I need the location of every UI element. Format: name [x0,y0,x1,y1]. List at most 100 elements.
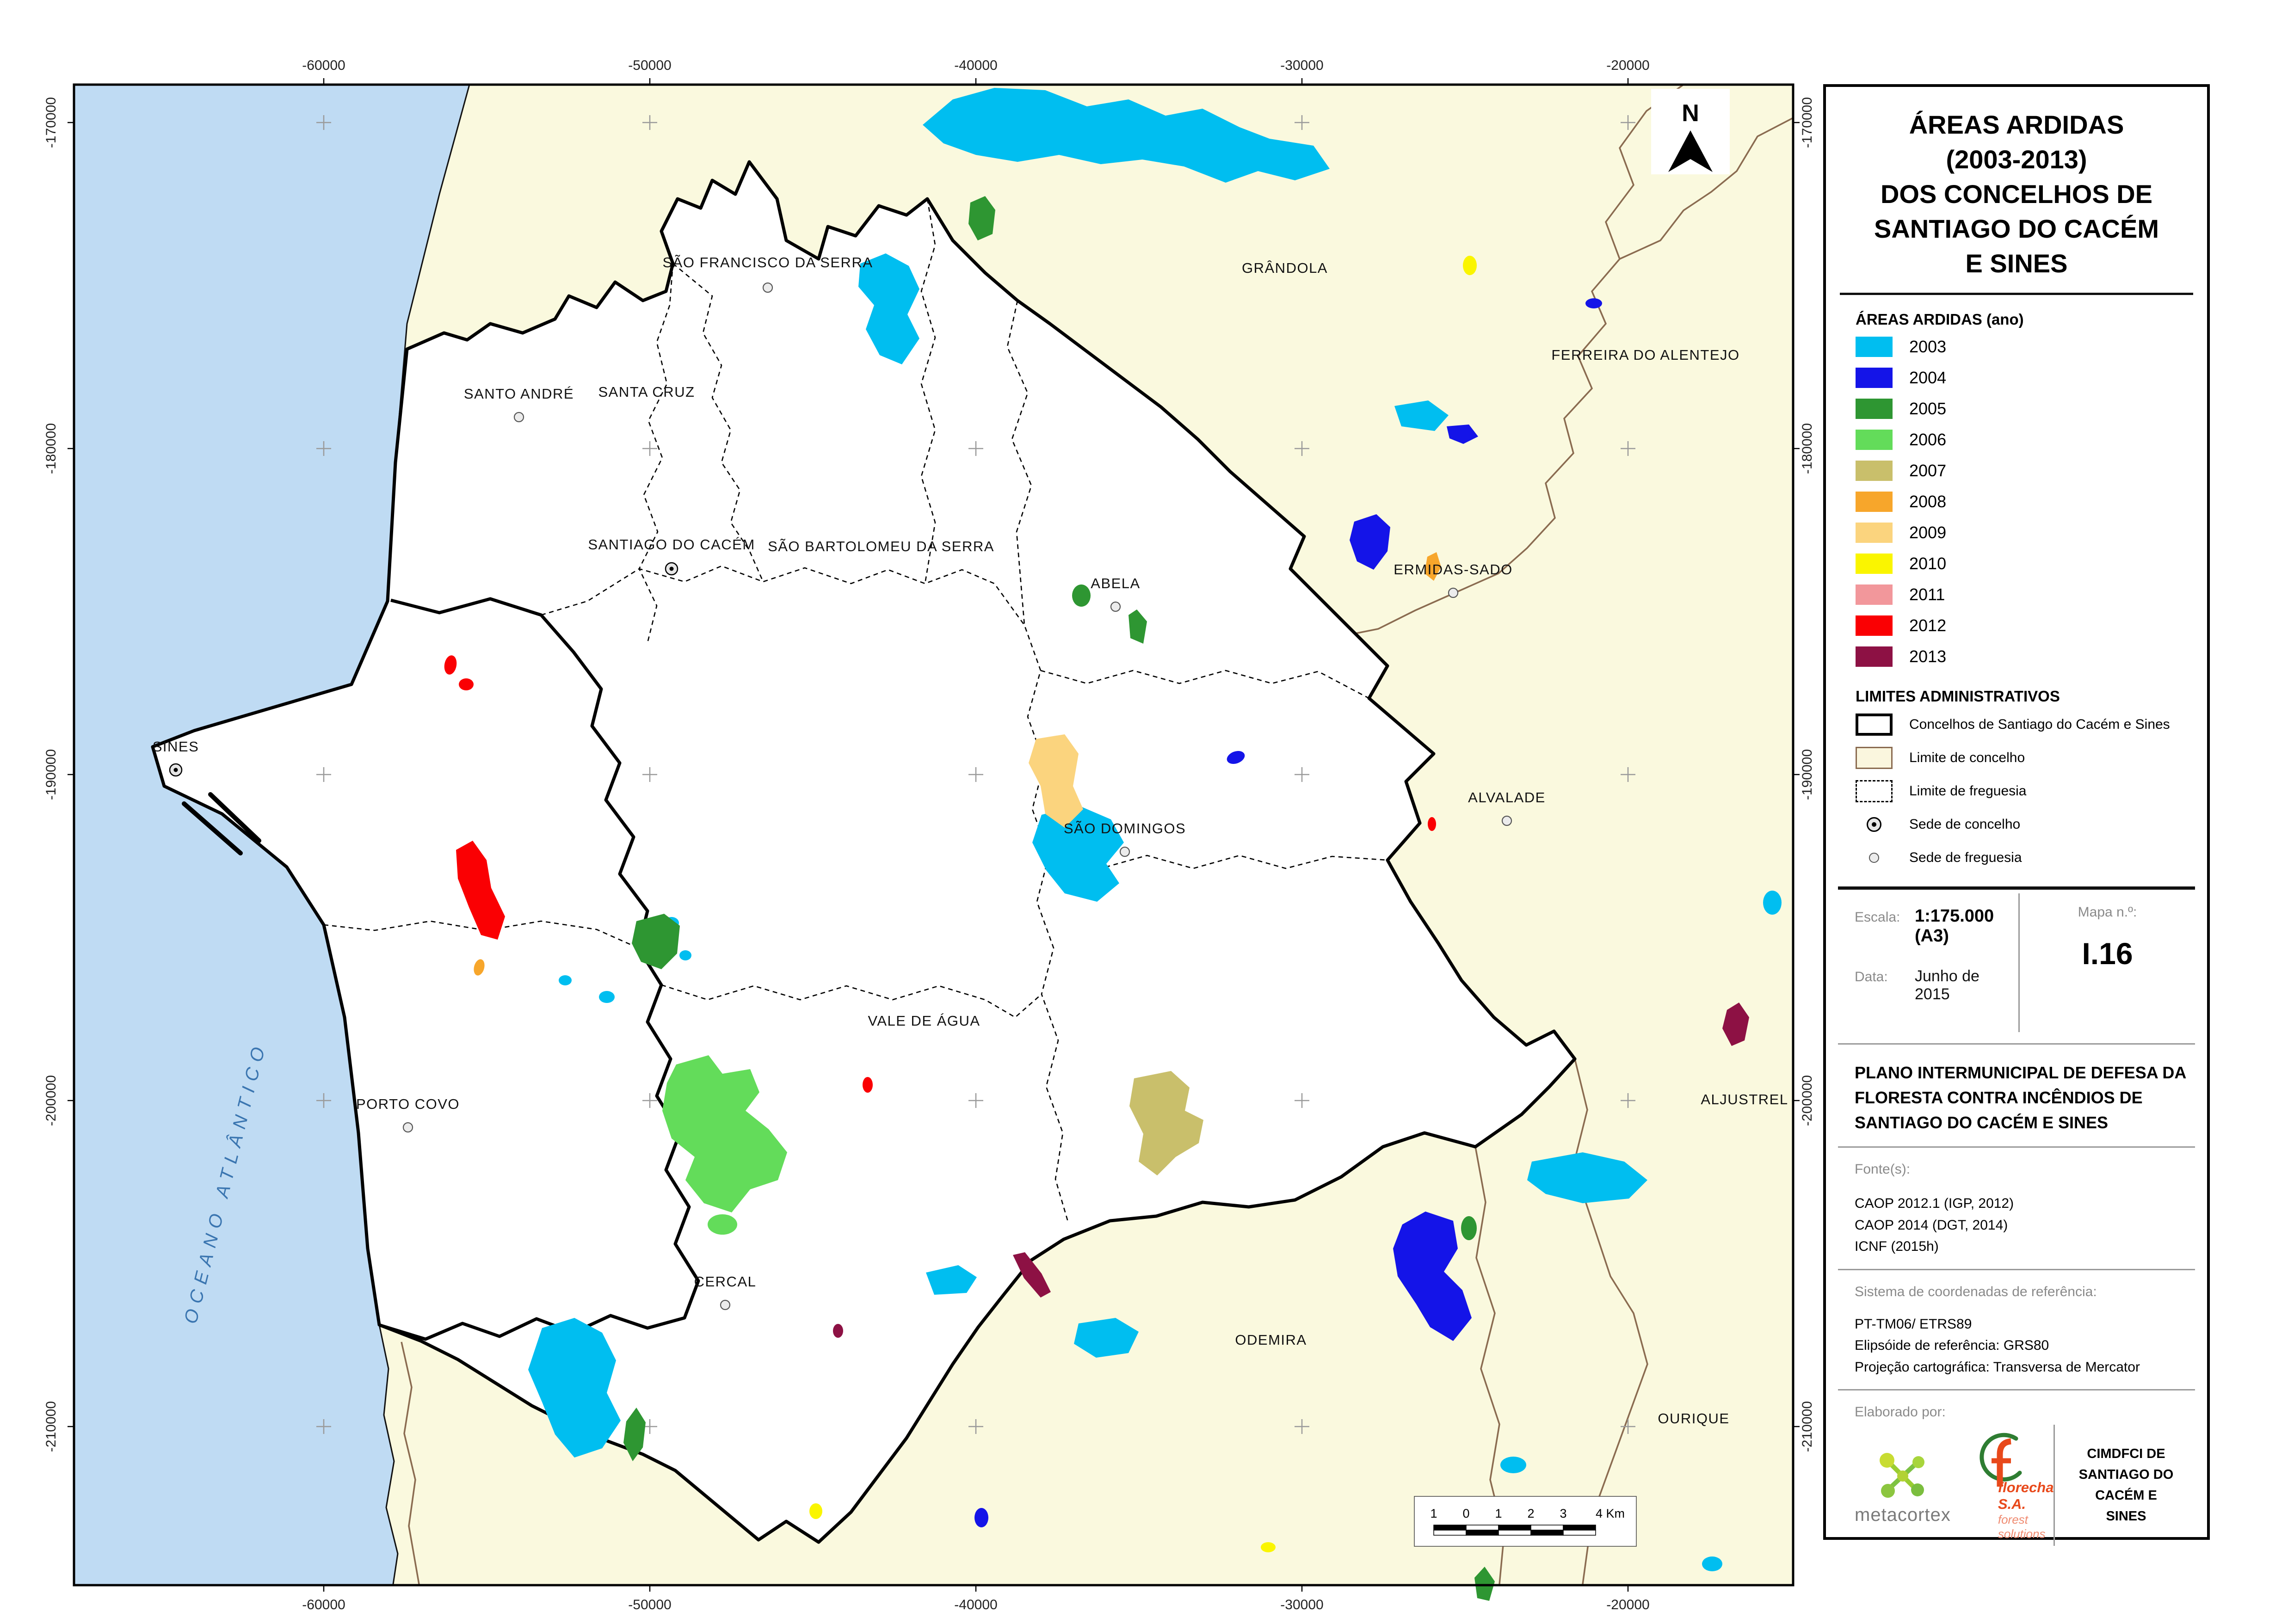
axis-label-top: -60000 [302,58,345,73]
burned-area-2012 [444,655,457,675]
burned-area-2010 [1261,1542,1276,1552]
escala-label: Escala: [1855,910,1900,925]
legend-year-label: 2012 [1909,615,1947,635]
limite-freguesia-line [661,984,1042,1018]
burned-area-2012 [456,841,505,940]
metacortex-logo: metacortex [1855,1448,1951,1526]
axis-label-top: -30000 [1280,58,1323,73]
burned-area-2010 [1463,256,1477,275]
north-arrow-icon [1668,130,1713,172]
axis-label-bottom: -20000 [1606,1597,1649,1612]
sedeconcelho-swatch [1856,813,1893,836]
grid-cross [316,441,331,456]
sede-freguesia-marker [513,412,524,423]
axis-label-bottom: -30000 [1280,1597,1323,1612]
legend-limite-label: Limite de concelho [1909,750,2025,766]
burned-area-2008 [474,959,485,976]
legend-year-label: 2010 [1909,554,1947,573]
burned-area-2006 [662,1055,787,1212]
map-place-label: GRÂNDOLA [1242,260,1328,276]
legend-year-swatch [1856,584,1893,605]
legend-year-row: 2003 [1856,331,2207,362]
grid-cross [642,441,657,456]
burned-area-2010 [809,1503,822,1519]
burned-area-2003 [923,88,1330,183]
sede-freguesia-marker [402,1122,413,1133]
sines-jetty [182,801,243,855]
legend-year-label: 2009 [1909,523,1947,542]
title-divider [1840,293,2193,295]
map-place-label: PORTO COVO [356,1096,460,1112]
burned-area-2003 [1702,1556,1722,1571]
burned-area-2005 [1474,1567,1495,1601]
legend-year-swatch [1856,646,1893,667]
legend-limite-label: Limite de freguesia [1909,783,2027,799]
map-place-label: FERREIRA DO ALENTEJO [1551,347,1739,363]
axis-label-bottom: -50000 [628,1597,671,1612]
limite-freguesia-line [323,920,639,949]
grid-cross [968,767,983,782]
legend-year-row: 2008 [1856,486,2207,517]
data-value: Junho de 2015 [1915,967,1980,1003]
limite-concelho-line [1572,1058,1648,1585]
legend-year-row: 2009 [1856,517,2207,548]
map-place-label: SÃO BARTOLOMEU DA SERRA [768,538,994,554]
legend-year-label: 2007 [1909,461,1947,480]
coord-system-label: Sistema de coordenadas de referência: [1855,1284,2097,1299]
legend-limite-row: Limite de concelho [1856,741,2207,775]
cimdfci-line: CIMDFCI DE [2087,1446,2165,1462]
burned-area-2013 [1722,1003,1749,1046]
map-title-line: (2003-2013) [1946,145,2087,174]
legend-year-label: 2013 [1909,646,1947,666]
burned-area-2012 [459,678,474,690]
scalebar-segment [1563,1525,1596,1531]
florecha-logo: florecha S.A. forest solutions [1972,1432,2054,1541]
map-place-label: SÃO FRANCISCO DA SERRA [662,254,873,271]
axis-label-top: -40000 [954,58,997,73]
legend-year-row: 2006 [1856,424,2207,455]
burned-area-2006 [708,1214,737,1235]
grid-cross [316,767,331,782]
grid-cross [1295,767,1309,782]
grid-cross [1621,1093,1635,1108]
coord-line: PT-TM06/ ETRS89 [1855,1316,1972,1332]
map-place-label: SINES [153,738,199,755]
sede-freguesia-marker [1110,601,1121,612]
scalebar-box [1414,1496,1637,1547]
scalebar-label: 1 [1495,1507,1502,1520]
map-place-label: SANTO ANDRÉ [464,386,574,402]
grid-cross [968,1419,983,1434]
legend-year-label: 2011 [1909,584,1945,604]
coord-line: Projeção cartográfica: Transversa de Mer… [1855,1359,2140,1375]
map-title: ÁREAS ARDIDAS (2003-2013) DOS CONCELHOS DE… [1826,87,2207,293]
limite-concelho-line [401,1341,420,1585]
info-panel: ÁREAS ARDIDAS (2003-2013) DOS CONCELHOS DE… [1823,84,2210,1546]
axis-label-right: -210000 [1800,1401,1815,1452]
map-place-label: VALE DE ÁGUA [868,1013,980,1029]
axis-label-right: -190000 [1800,749,1815,800]
burned-area-2005 [623,1408,646,1461]
scalebar-segment [1530,1525,1564,1531]
legend-year-label: 2008 [1909,492,1947,511]
limite-freguesia-line [638,263,674,643]
ocean [74,85,469,1585]
limite-freguesia-line [1040,670,1369,699]
grid-cross [642,767,657,782]
cimdfci-box: CIMDFCI DE SANTIAGO DO CACÉM E SINES [2054,1425,2197,1546]
burned-area-2003 [559,975,572,985]
sede-freguesia-marker [720,1299,731,1310]
burned-area-2005 [632,914,680,969]
burned-area-2003 [1394,400,1449,431]
concelhos-swatch [1856,714,1893,736]
axis-label-right: -170000 [1800,97,1815,148]
burned-area-2008 [1424,552,1441,581]
burned-area-2003 [1500,1457,1526,1473]
legend-year-swatch [1856,615,1893,636]
legend-year-swatch [1856,429,1893,450]
scale-block: Escala: 1:175.000 (A3) Data: Junho de 20… [1838,893,2195,1033]
burned-area-2003 [1032,806,1124,902]
fontes-list: CAOP 2012.1 (IGP, 2012) CAOP 2014 (DGT, 2… [1855,1193,2207,1258]
map-title-line: ÁREAS ARDIDAS [1909,110,2124,139]
sede-concelho-marker-dot [173,768,178,772]
scalebar-label: 4 Km [1596,1507,1625,1520]
